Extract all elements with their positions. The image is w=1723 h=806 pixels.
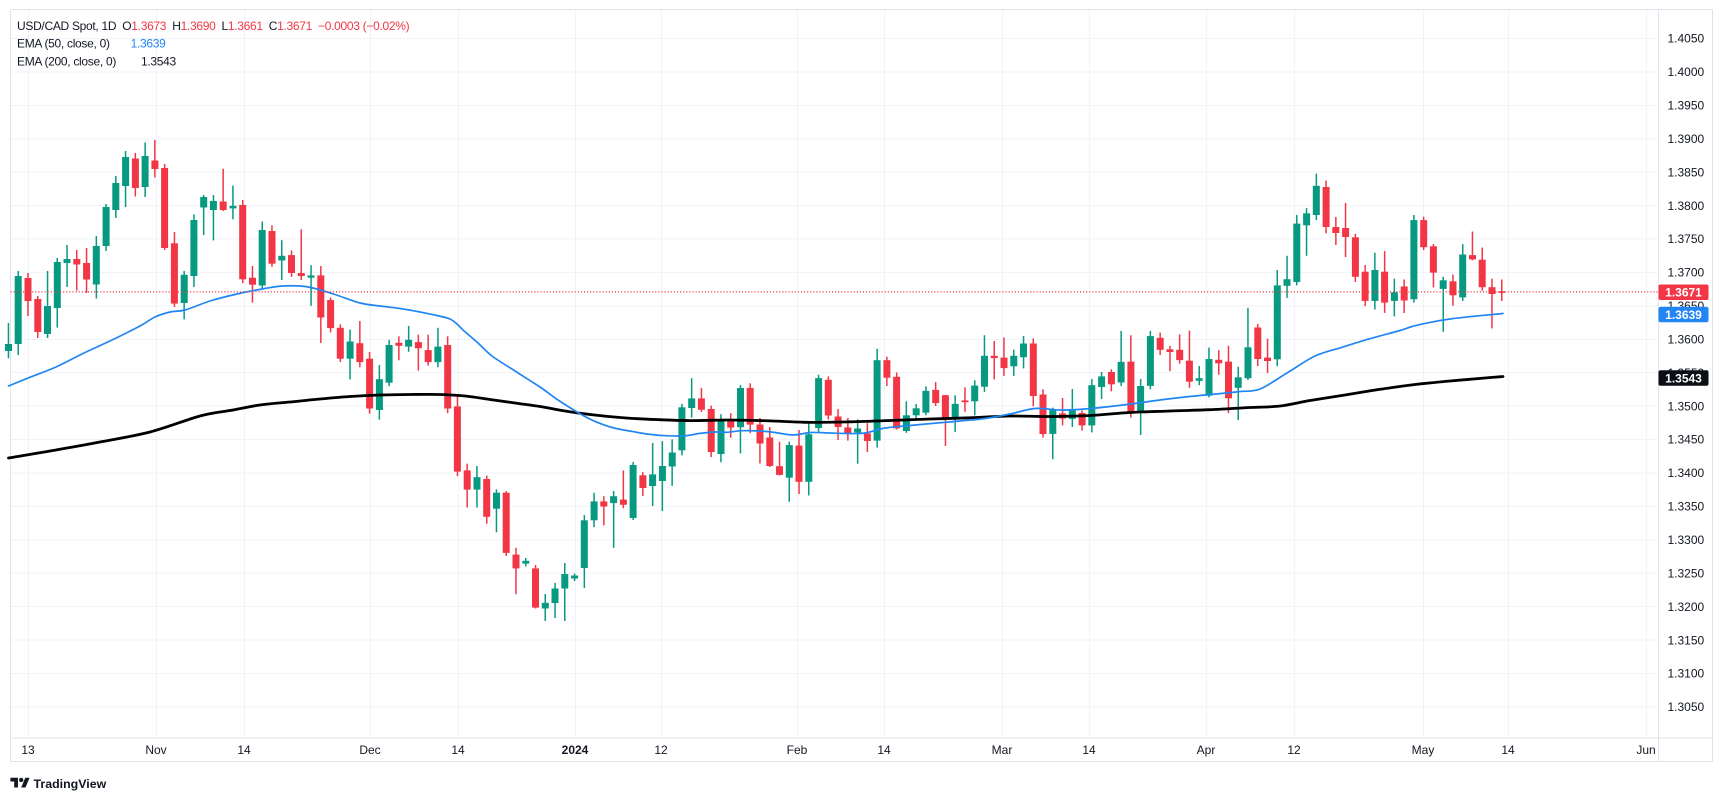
svg-text:TradingView: TradingView bbox=[34, 777, 107, 791]
svg-text:Dec: Dec bbox=[359, 743, 380, 757]
svg-text:1.3350: 1.3350 bbox=[1668, 500, 1705, 514]
svg-text:1.3639: 1.3639 bbox=[1665, 308, 1702, 322]
svg-text:1.3400: 1.3400 bbox=[1668, 466, 1705, 480]
svg-text:EMA (200, close, 0)1.3543: EMA (200, close, 0) 1.3543 bbox=[17, 54, 177, 68]
svg-text:1.3750: 1.3750 bbox=[1668, 232, 1705, 246]
svg-text:14: 14 bbox=[1501, 743, 1515, 757]
svg-text:1.3100: 1.3100 bbox=[1668, 667, 1705, 681]
svg-text:14: 14 bbox=[877, 743, 891, 757]
svg-text:12: 12 bbox=[1287, 743, 1301, 757]
svg-text:14: 14 bbox=[237, 743, 251, 757]
svg-text:1.3500: 1.3500 bbox=[1668, 399, 1705, 413]
svg-text:1.3543: 1.3543 bbox=[1665, 371, 1702, 385]
svg-text:14: 14 bbox=[451, 743, 465, 757]
svg-text:1.3600: 1.3600 bbox=[1668, 333, 1705, 347]
svg-text:Apr: Apr bbox=[1197, 743, 1216, 757]
svg-text:12: 12 bbox=[654, 743, 668, 757]
svg-text:1.3150: 1.3150 bbox=[1668, 633, 1705, 647]
svg-text:1.4050: 1.4050 bbox=[1668, 32, 1705, 46]
svg-text:May: May bbox=[1412, 743, 1435, 757]
svg-text:14: 14 bbox=[1082, 743, 1096, 757]
svg-text:EMA (50, close, 0)1.3639: EMA (50, close, 0) 1.3639 bbox=[17, 37, 166, 51]
svg-text:1.3671: 1.3671 bbox=[1665, 286, 1702, 300]
svg-text:2024: 2024 bbox=[562, 743, 589, 757]
svg-text:1.3450: 1.3450 bbox=[1668, 433, 1705, 447]
svg-text:1.3850: 1.3850 bbox=[1668, 165, 1705, 179]
svg-text:1.3950: 1.3950 bbox=[1668, 99, 1705, 113]
svg-text:1.3700: 1.3700 bbox=[1668, 266, 1705, 280]
svg-text:1.3050: 1.3050 bbox=[1668, 700, 1705, 714]
svg-text:Mar: Mar bbox=[992, 743, 1013, 757]
svg-text:1.3900: 1.3900 bbox=[1668, 132, 1705, 146]
svg-text:Nov: Nov bbox=[145, 743, 166, 757]
svg-text:1.3300: 1.3300 bbox=[1668, 533, 1705, 547]
svg-text:Jun: Jun bbox=[1636, 743, 1655, 757]
svg-text:1.3250: 1.3250 bbox=[1668, 566, 1705, 580]
svg-text:1.3800: 1.3800 bbox=[1668, 199, 1705, 213]
svg-text:13: 13 bbox=[21, 743, 35, 757]
svg-text:1.4000: 1.4000 bbox=[1668, 65, 1705, 79]
svg-text:1.3200: 1.3200 bbox=[1668, 600, 1705, 614]
svg-text:Feb: Feb bbox=[787, 743, 808, 757]
